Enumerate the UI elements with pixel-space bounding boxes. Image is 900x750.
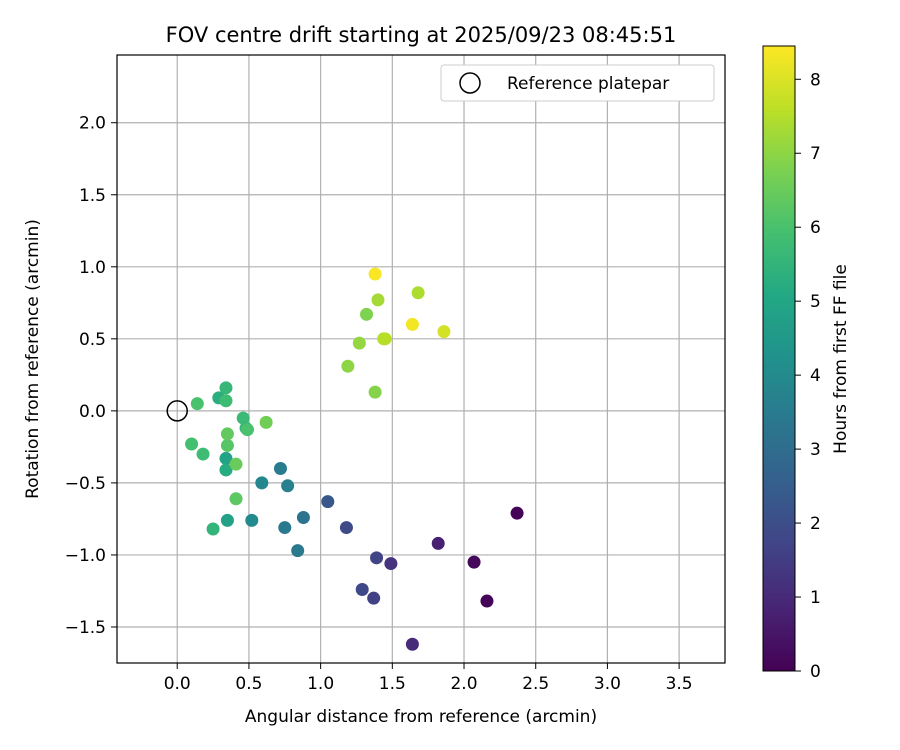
data-point bbox=[255, 476, 269, 490]
legend-marker bbox=[459, 72, 481, 94]
data-point bbox=[240, 423, 254, 437]
data-point bbox=[411, 286, 425, 300]
y-tick-label: −0.5 bbox=[65, 474, 106, 494]
colorbar-tick-label: 6 bbox=[810, 218, 821, 238]
x-tick-label: 0.5 bbox=[235, 674, 262, 694]
y-tick-label: 2.0 bbox=[79, 114, 106, 134]
data-point bbox=[510, 506, 524, 520]
colorbar-tick-label: 1 bbox=[810, 588, 821, 608]
data-point bbox=[220, 427, 234, 441]
x-tick-label: 1.5 bbox=[379, 674, 406, 694]
chart-title: FOV centre drift starting at 2025/09/23 … bbox=[166, 23, 677, 47]
data-point bbox=[360, 307, 374, 321]
data-point bbox=[196, 447, 210, 461]
colorbar-gradient bbox=[762, 45, 796, 672]
legend-box bbox=[440, 64, 715, 102]
x-tick-label: 2.0 bbox=[450, 674, 477, 694]
data-point bbox=[371, 293, 385, 307]
colorbar-label: Hours from first FF file bbox=[831, 264, 851, 454]
data-point bbox=[405, 637, 419, 651]
data-point bbox=[368, 267, 382, 281]
data-point bbox=[229, 492, 243, 506]
data-point bbox=[367, 591, 381, 605]
x-tick-label: 0.0 bbox=[164, 674, 191, 694]
data-point bbox=[370, 551, 384, 565]
y-axis-ticks: −1.5 −1.0 −0.5 0.0 0.5 1.0 1.5 2.0 bbox=[65, 114, 117, 638]
colorbar-tick-label: 5 bbox=[810, 292, 821, 312]
data-point bbox=[219, 451, 233, 465]
y-tick-label: 1.0 bbox=[79, 258, 106, 278]
data-point bbox=[291, 544, 305, 558]
data-point bbox=[378, 332, 392, 346]
colorbar: 0 1 2 3 4 5 6 7 8 Hours from first FF file bbox=[762, 45, 851, 682]
y-tick-label: 0.5 bbox=[79, 330, 106, 350]
x-tick-label: 3.0 bbox=[594, 674, 621, 694]
y-tick-label: 1.5 bbox=[79, 186, 106, 206]
data-point bbox=[355, 583, 369, 597]
y-tick-label: −1.5 bbox=[65, 618, 106, 638]
y-tick-label: 0.0 bbox=[79, 402, 106, 422]
data-point bbox=[341, 359, 355, 373]
data-point bbox=[296, 510, 310, 524]
colorbar-tick-label: 3 bbox=[810, 440, 821, 460]
data-point bbox=[278, 521, 292, 535]
grid-lines bbox=[117, 55, 725, 663]
scatter-points bbox=[185, 267, 524, 651]
data-point bbox=[219, 463, 233, 477]
data-point bbox=[352, 336, 366, 350]
data-point bbox=[220, 513, 234, 527]
data-point bbox=[236, 411, 250, 425]
data-point bbox=[368, 385, 382, 399]
y-tick-label: −1.0 bbox=[65, 546, 106, 566]
colorbar-tick-label: 4 bbox=[810, 366, 821, 386]
data-point bbox=[273, 461, 287, 475]
data-point bbox=[220, 438, 234, 452]
data-point bbox=[259, 415, 273, 429]
data-point bbox=[339, 521, 353, 535]
data-point bbox=[405, 317, 419, 331]
x-tick-label: 3.5 bbox=[666, 674, 693, 694]
legend-entry-label: Reference platepar bbox=[507, 74, 669, 94]
data-point bbox=[384, 557, 398, 571]
data-point bbox=[185, 437, 199, 451]
x-tick-label: 2.5 bbox=[522, 674, 549, 694]
colorbar-tick-label: 2 bbox=[810, 514, 821, 534]
data-point bbox=[431, 536, 445, 550]
data-point bbox=[245, 513, 259, 527]
x-axis-label: Angular distance from reference (arcmin) bbox=[245, 707, 597, 727]
reference-marker bbox=[166, 400, 188, 422]
legend: Reference platepar bbox=[440, 64, 715, 102]
data-point bbox=[281, 479, 295, 493]
colorbar-ticks: 0 1 2 3 4 5 6 7 8 bbox=[795, 70, 821, 682]
data-point bbox=[480, 594, 494, 608]
plot-frame bbox=[116, 54, 726, 664]
x-tick-label: 1.0 bbox=[307, 674, 334, 694]
data-point bbox=[467, 555, 481, 569]
data-point bbox=[437, 325, 451, 339]
colorbar-tick-label: 0 bbox=[810, 662, 821, 682]
data-point bbox=[219, 394, 233, 408]
data-point bbox=[190, 397, 204, 411]
data-point bbox=[321, 495, 335, 509]
data-point bbox=[229, 457, 243, 471]
colorbar-tick-label: 7 bbox=[810, 144, 821, 164]
y-axis-label: Rotation from reference (arcmin) bbox=[23, 219, 43, 499]
data-point bbox=[219, 381, 233, 395]
data-point bbox=[206, 522, 220, 536]
x-axis-ticks: 0.0 0.5 1.0 1.5 2.0 2.5 3.0 3.5 bbox=[164, 663, 693, 694]
colorbar-tick-label: 8 bbox=[810, 70, 821, 90]
